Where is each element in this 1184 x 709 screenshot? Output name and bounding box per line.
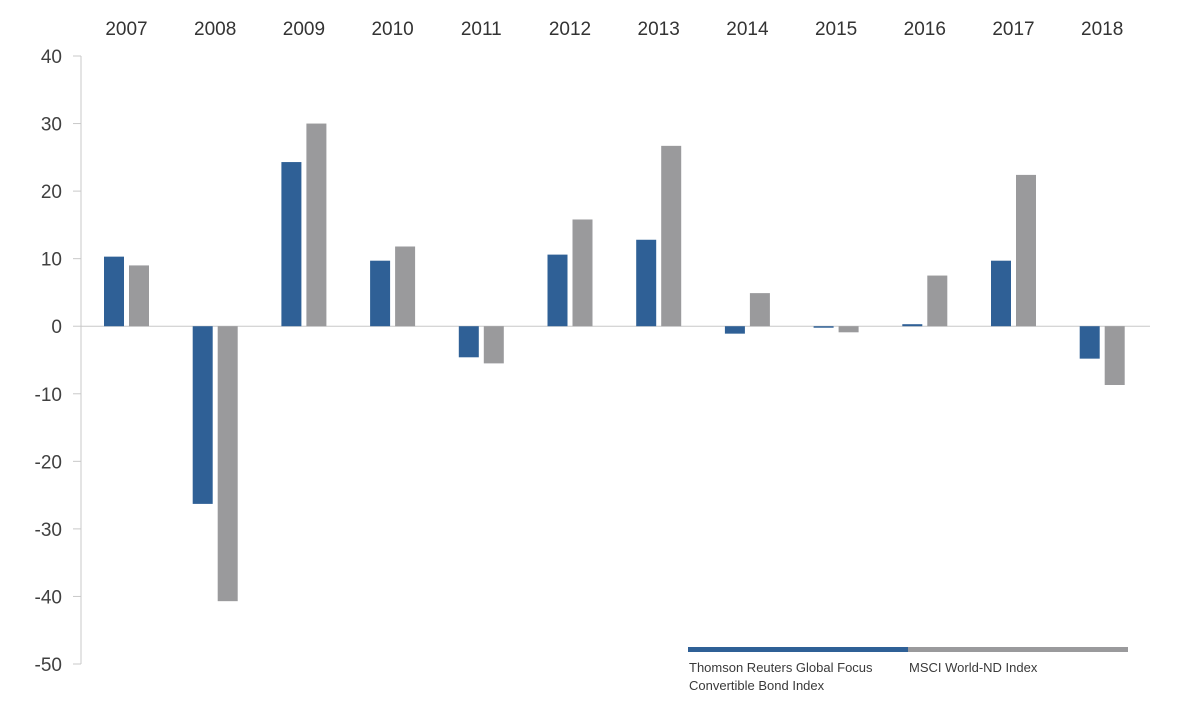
bar-series-2 [1016, 174, 1036, 327]
legend-swatch [688, 647, 908, 652]
legend: Thomson Reuters Global Focus Convertible … [688, 647, 1128, 693]
y-tick-label: -10 [35, 385, 62, 406]
y-tick-label: 0 [51, 317, 62, 338]
bar-series-1 [192, 326, 213, 504]
y-tick-label: 40 [41, 47, 62, 68]
bar-series-2 [838, 326, 859, 333]
y-tick-label: 10 [41, 250, 62, 271]
bar-series-2 [572, 219, 593, 327]
legend-label: Convertible Bond Index [689, 678, 825, 693]
category-label: 2012 [549, 19, 591, 40]
category-label: 2016 [904, 19, 946, 40]
category-label: 2007 [105, 19, 147, 40]
bars [104, 123, 1125, 602]
bar-series-1 [370, 260, 391, 327]
legend-label: MSCI World-ND Index [909, 660, 1038, 675]
bar-series-1 [1079, 326, 1100, 359]
category-label: 2009 [283, 19, 325, 40]
category-label: 2008 [194, 19, 236, 40]
category-labels: 2007 2008 2009 2010 2011 2012 2013 2014 2015 2016… [105, 19, 1123, 40]
y-tick-label: 20 [41, 182, 62, 203]
bar-series-1 [813, 326, 834, 328]
bar-series-1 [104, 256, 124, 327]
y-tick-label: -20 [35, 452, 62, 473]
bar-series-1 [724, 326, 745, 334]
category-label: 2018 [1081, 19, 1123, 40]
bar-series-2 [927, 275, 948, 327]
bar-series-1 [547, 254, 568, 327]
y-tick-label: -40 [35, 587, 62, 608]
bar-series-2 [129, 265, 149, 327]
category-label: 2015 [815, 19, 857, 40]
bar-series-1 [458, 326, 479, 358]
legend-swatch [908, 647, 1128, 652]
category-label: 2011 [461, 19, 502, 40]
y-tick-label: 30 [41, 115, 62, 136]
category-label: 2010 [371, 19, 413, 40]
category-label: 2014 [726, 19, 769, 40]
category-label: 2017 [992, 19, 1034, 40]
bar-series-1 [991, 260, 1011, 327]
bar-series-2 [395, 246, 416, 327]
bar-series-2 [749, 293, 770, 327]
bar-series-2 [661, 145, 682, 327]
y-tick-label: -50 [35, 655, 62, 676]
bar-series-2 [306, 123, 327, 327]
y-axis-tick-labels: 40 30 20 10 0 -10 -20 -30 -40 -50 [35, 47, 81, 676]
bar-series-1 [281, 162, 302, 327]
bar-series-1 [636, 239, 657, 327]
bar-series-2 [1104, 326, 1125, 385]
legend-label: Thomson Reuters Global Focus [689, 660, 873, 675]
bar-series-2 [217, 326, 238, 602]
bar-series-1 [902, 324, 923, 327]
category-label: 2013 [638, 19, 680, 40]
y-tick-label: -30 [35, 520, 62, 541]
bar-series-2 [483, 326, 504, 364]
